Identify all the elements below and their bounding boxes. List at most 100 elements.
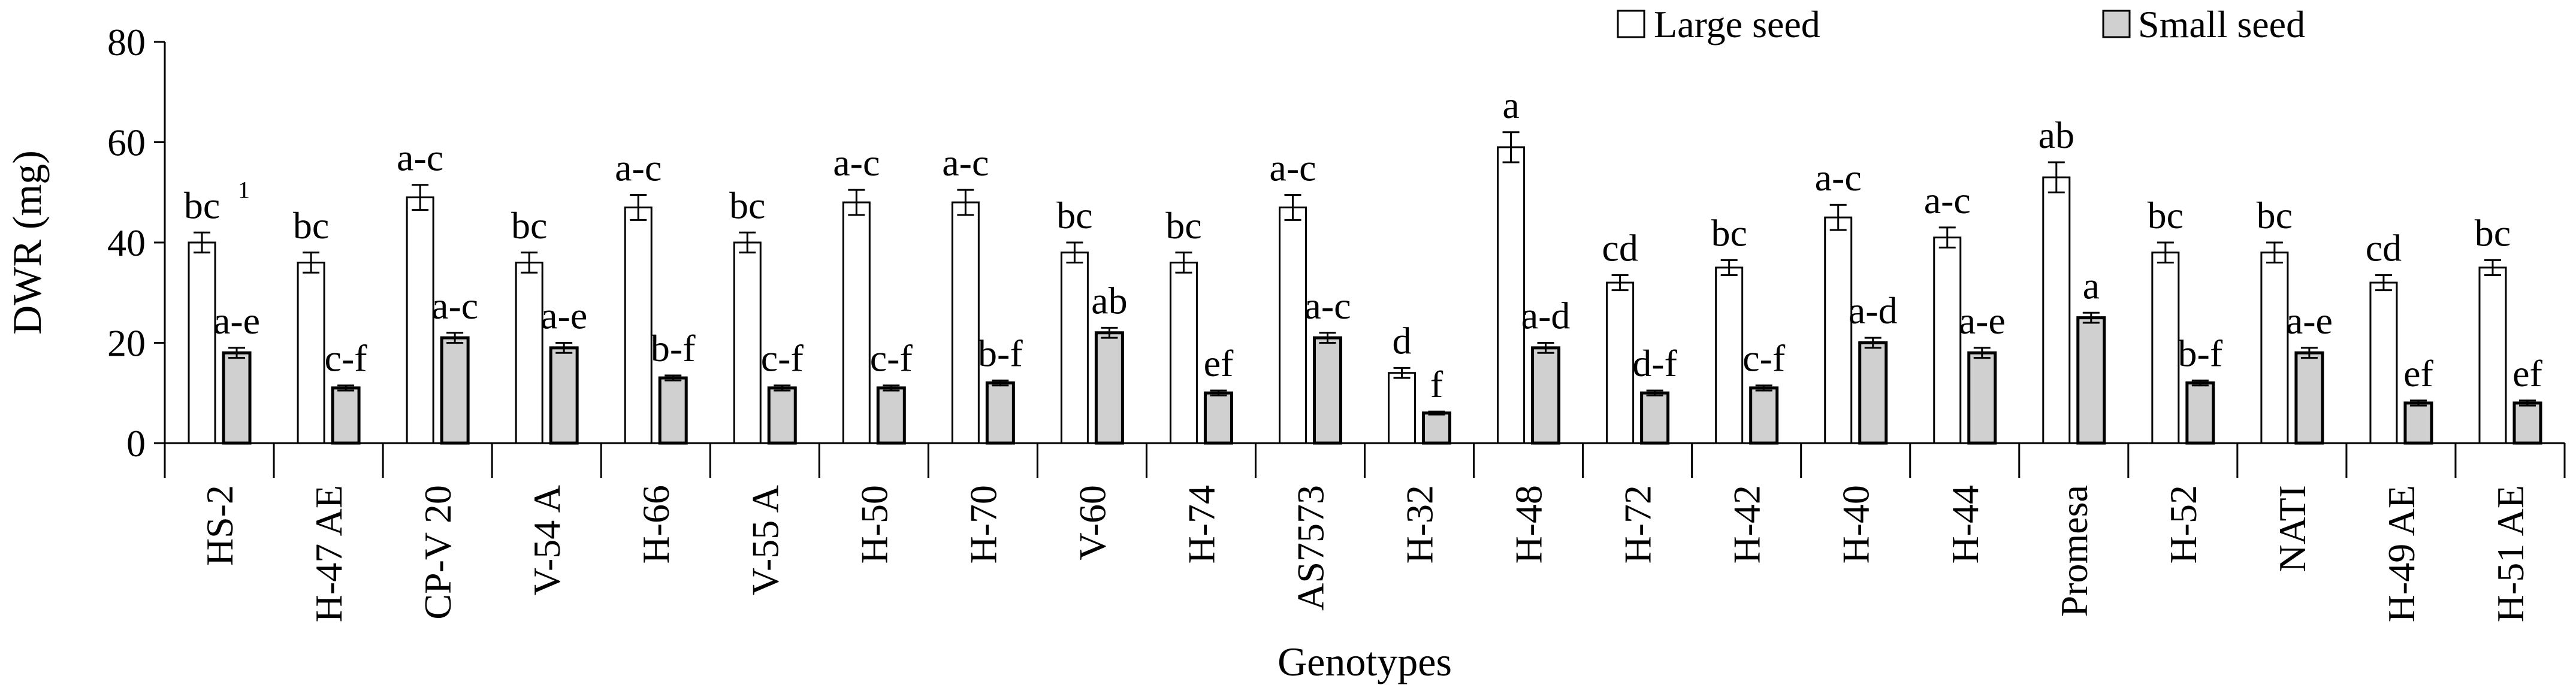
sig-label-large-h-50: a-c <box>833 141 880 184</box>
sig-label-large-h-44: a-c <box>1924 179 1971 222</box>
sig-label-large-h-47-ae: bc <box>293 204 329 247</box>
sig-label-small-h-50: c-f <box>870 337 913 380</box>
bar-small-seed-h-32 <box>1422 411 1452 445</box>
y-tick-label: 20 <box>107 322 146 365</box>
bar-small-seed-cp-v-20 <box>440 336 470 445</box>
sig-label-large-h-66: a-c <box>615 146 662 189</box>
bar-small-seed-h-72 <box>1640 391 1670 445</box>
x-tick-label: H-42 <box>1726 485 1768 564</box>
x-tick-label: H-32 <box>1399 485 1441 564</box>
x-tick-label: H-44 <box>1944 485 1986 564</box>
bar-small-seed-h-70 <box>985 381 1015 445</box>
bar-small-seed-h-49-ae <box>2403 401 2433 445</box>
legend: Large seed Small seed <box>1617 3 2305 46</box>
sig-label-small-h-52: b-f <box>2178 332 2223 374</box>
sig-label-small-h-44: a-e <box>1959 299 2006 342</box>
sig-label-large-h-40: a-c <box>1815 156 1862 199</box>
bar-large-seed-h-47-ae <box>297 262 325 444</box>
y-axis: 0 20 40 60 80 <box>107 21 166 465</box>
bar-large-seed-v-54-a <box>515 262 543 444</box>
y-tick-label: 0 <box>126 422 146 465</box>
sig-label-small-nati: a-e <box>2286 299 2333 342</box>
sig-label-small-h-66: b-f <box>651 327 696 369</box>
bar-large-seed-cp-v-20 <box>406 196 434 444</box>
x-tick-label: H-72 <box>1617 485 1659 564</box>
sig-label-small-h-40: a-d <box>1849 289 1898 332</box>
bar-large-seed-hs-2 <box>188 241 216 444</box>
x-axis-title: Genotypes <box>1278 639 1452 684</box>
x-tick-label: NATI <box>2271 485 2314 572</box>
x-tick-label: H-47 AE <box>307 485 350 622</box>
legend-swatch-large-seed <box>1617 10 1645 38</box>
sig-label-large-h-74: bc <box>1165 204 1201 247</box>
bar-large-seed-h-44 <box>1933 237 1962 444</box>
bar-large-seed-h-72 <box>1606 281 1635 444</box>
bar-large-seed-h-52 <box>2151 251 2180 444</box>
sig-label-large-h-48: a <box>1502 84 1519 126</box>
sig-label-large-v-54-a: bc <box>511 204 547 247</box>
y-tick-label: 60 <box>107 122 146 164</box>
y-axis-title: DWR (mg) <box>4 150 50 335</box>
sig-label-small-cp-v-20: a-c <box>431 284 478 327</box>
bar-large-seed-v-55-a <box>733 241 762 444</box>
sig-label-large-v-60: bc <box>1056 194 1092 237</box>
bar-small-seed-promesa <box>2076 316 2106 445</box>
bar-large-seed-as7573 <box>1278 206 1307 444</box>
bar-small-seed-h-51-ae <box>2512 401 2542 445</box>
bar-large-seed-v-60 <box>1060 251 1089 444</box>
sig-label-small-h-70: b-f <box>978 332 1023 374</box>
sig-label-large-hs-2: bc <box>184 184 220 226</box>
sig-label-large-h-49-ae: cd <box>2366 226 2402 269</box>
sig-label-small-h-49-ae: ef <box>2403 352 2433 395</box>
x-tick-label: H-66 <box>635 485 677 564</box>
x-tick-label: HS-2 <box>198 485 241 566</box>
x-tick-label: H-48 <box>1508 485 1550 564</box>
footnote-marker: 1 <box>238 176 250 203</box>
sig-label-large-h-32: d <box>1393 319 1412 362</box>
x-tick-label: Promesa <box>2053 485 2095 617</box>
bar-small-seed-hs-2 <box>222 351 252 445</box>
x-tick-label: H-51 AE <box>2489 485 2532 622</box>
sig-label-small-as7573: a-c <box>1304 284 1351 327</box>
bar-small-seed-h-44 <box>1967 351 1997 445</box>
bar-small-seed-nati <box>2294 351 2324 445</box>
sig-label-small-v-60: ab <box>1091 279 1127 322</box>
bar-small-seed-h-52 <box>2185 381 2215 445</box>
sig-label-small-h-42: c-f <box>1743 337 1786 380</box>
sig-label-small-promesa: a <box>2083 264 2100 307</box>
sig-label-small-h-74: ef <box>1204 342 1234 384</box>
bar-large-seed-promesa <box>2042 176 2071 444</box>
sig-label-large-h-70: a-c <box>942 141 989 184</box>
y-tick-label: 40 <box>107 222 146 264</box>
sig-label-small-v-54-a: a-e <box>540 295 587 337</box>
x-tick-label: H-50 <box>853 485 895 564</box>
sig-label-large-as7573: a-c <box>1269 146 1316 189</box>
x-axis: HS-2 H-47 AE CP-V 20 V-54 A H-66 V-55 A H-50 H-… <box>164 442 2566 622</box>
sig-label-small-h-32: f <box>1430 363 1443 405</box>
sig-label-large-promesa: ab <box>2039 114 2074 156</box>
sig-label-small-h-51-ae: ef <box>2512 352 2542 395</box>
bar-large-seed-h-48 <box>1497 146 1526 444</box>
bars: bc a-e bc c-f a-c a-c bc a-e a-c b-f bc c-f a-c c-f a-… <box>184 84 2543 445</box>
legend-swatch-small-seed <box>2102 10 2131 38</box>
legend-label-large-seed: Large seed <box>1654 3 1820 46</box>
x-tick-label: H-74 <box>1180 485 1222 564</box>
sig-label-large-h-52: bc <box>2148 194 2184 237</box>
x-tick-label: AS7573 <box>1289 485 1331 611</box>
bar-small-seed-v-54-a <box>549 346 579 445</box>
bar-small-seed-v-60 <box>1094 331 1124 445</box>
sig-label-large-h-42: bc <box>1711 211 1747 254</box>
bar-large-seed-h-66 <box>624 206 653 444</box>
sig-label-small-h-47-ae: c-f <box>325 337 368 380</box>
x-tick-label: H-40 <box>1835 485 1877 564</box>
bar-small-seed-as7573 <box>1312 336 1342 445</box>
bar-large-seed-h-51-ae <box>2478 266 2507 444</box>
bar-large-seed-nati <box>2260 251 2289 444</box>
bar-small-seed-v-55-a <box>767 386 797 445</box>
bar-small-seed-h-40 <box>1858 341 1888 445</box>
bar-small-seed-h-50 <box>876 386 906 445</box>
bar-small-seed-h-66 <box>658 376 688 445</box>
bar-small-seed-h-48 <box>1531 346 1561 445</box>
x-tick-label: V-60 <box>1071 485 1113 560</box>
